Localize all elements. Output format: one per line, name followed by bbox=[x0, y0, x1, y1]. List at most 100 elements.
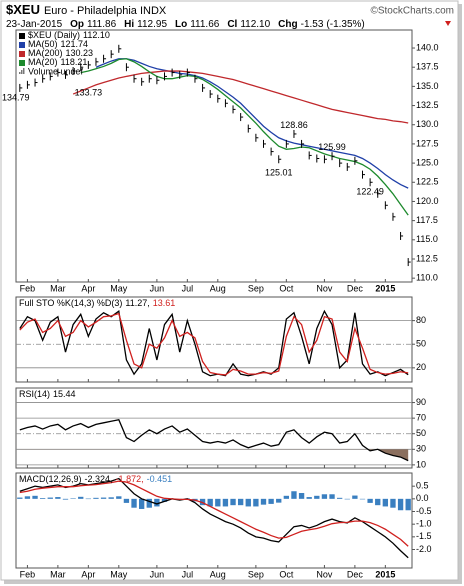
histogram-bar bbox=[93, 497, 99, 499]
price-bar bbox=[141, 77, 145, 86]
histogram-bar bbox=[62, 498, 69, 500]
credit: ©StockCharts.com bbox=[370, 6, 454, 17]
annotation: 134.79 bbox=[2, 92, 30, 102]
down-arrow bbox=[445, 21, 451, 26]
histogram-bar bbox=[123, 498, 130, 503]
price-bar bbox=[407, 258, 411, 267]
histogram-bar bbox=[344, 498, 350, 500]
price-bar bbox=[232, 105, 236, 114]
histogram-bar bbox=[298, 493, 305, 499]
legend-name: $XEU (Daily) bbox=[28, 30, 80, 40]
legend-value: 13.61 bbox=[153, 298, 176, 308]
volume-icon bbox=[19, 72, 21, 74]
quote-value: 112.10 bbox=[240, 19, 270, 30]
y-tick-label: 90 bbox=[416, 397, 426, 407]
annotation: 133.73 bbox=[75, 88, 103, 98]
histogram-bar bbox=[161, 498, 168, 502]
price-bar bbox=[42, 74, 46, 83]
price-bar bbox=[301, 139, 305, 148]
price-bar bbox=[255, 133, 259, 142]
price-bar bbox=[270, 147, 274, 156]
price-bar bbox=[65, 70, 68, 79]
histogram-bar bbox=[268, 498, 274, 504]
legend-value: 118.21 bbox=[61, 57, 88, 67]
price-bar bbox=[179, 70, 183, 79]
histogram-bar bbox=[276, 498, 282, 503]
x-tick-label: Apr bbox=[81, 283, 95, 293]
price-bar bbox=[26, 80, 30, 89]
x-tick-label: 2015 bbox=[375, 283, 395, 293]
y-tick-label: 132.5 bbox=[416, 100, 439, 110]
histogram-bar bbox=[154, 498, 160, 507]
price-bar bbox=[202, 83, 206, 92]
price-bar bbox=[72, 67, 76, 76]
histogram-bar bbox=[47, 497, 53, 499]
y-tick-label: 10 bbox=[416, 459, 426, 469]
y-tick-label: 122.5 bbox=[416, 177, 439, 187]
panel bbox=[15, 472, 413, 569]
legend-swatch bbox=[19, 51, 25, 57]
histogram-bar bbox=[245, 498, 251, 507]
panel-title: Full STO %K(14,3) %D(3) 11.27, 13.61 bbox=[19, 298, 175, 308]
volume-icon bbox=[23, 68, 25, 74]
y-tick-label: 0.0 bbox=[416, 493, 429, 503]
histogram-bar bbox=[70, 498, 76, 499]
quote-value: 111.66 bbox=[190, 19, 220, 30]
y-tick-label: 137.5 bbox=[416, 62, 439, 72]
quote-value: 111.86 bbox=[87, 19, 117, 30]
header-title: $XEU Euro - Philadelphia INDX bbox=[6, 2, 167, 17]
x-tick-label: May bbox=[110, 283, 128, 293]
annotation: 128.86 bbox=[280, 120, 308, 130]
price-bar bbox=[384, 201, 388, 210]
x-tick-label: Mar bbox=[50, 283, 66, 293]
series-line bbox=[19, 309, 409, 377]
histogram-bar bbox=[207, 498, 213, 507]
y-tick-label: 50 bbox=[416, 339, 426, 349]
legend-value: 11.27, bbox=[125, 298, 149, 308]
price-bar bbox=[80, 63, 84, 72]
price-bar bbox=[217, 94, 221, 103]
y-tick-label: 130.0 bbox=[416, 119, 439, 129]
instrument-name: Euro - Philadelphia INDX bbox=[44, 5, 167, 17]
series-line bbox=[80, 58, 409, 216]
quote-label: Op bbox=[70, 19, 84, 30]
histogram-bar bbox=[405, 498, 411, 511]
histogram-bar bbox=[131, 498, 137, 508]
quote-date: 23-Jan-2015 bbox=[6, 19, 63, 30]
series-line bbox=[19, 312, 409, 376]
legend-value: 130.23 bbox=[66, 48, 94, 58]
x-tick-label: 2015 bbox=[375, 569, 395, 579]
volume-icon bbox=[21, 70, 23, 74]
price-bar bbox=[392, 212, 396, 221]
legend-entry: Volume undef bbox=[28, 66, 84, 76]
x-tick-label: Jul bbox=[182, 283, 194, 293]
price-bar bbox=[377, 189, 381, 198]
histogram-bar bbox=[78, 496, 84, 499]
series-line bbox=[72, 70, 409, 124]
x-tick-label: Dec bbox=[347, 283, 364, 293]
quote-value: -1.53 bbox=[301, 19, 324, 30]
histogram-bar bbox=[138, 498, 145, 509]
x-tick-label: Jun bbox=[150, 283, 165, 293]
panel-title: RSI(14) 15.44 bbox=[19, 389, 76, 399]
y-tick-label: -1.5 bbox=[416, 531, 432, 541]
panel-title-text: MACD(12,26,9) bbox=[19, 474, 82, 484]
histogram-bar bbox=[116, 496, 122, 499]
y-tick-label: 0.5 bbox=[416, 481, 429, 491]
y-tick-label: 120.0 bbox=[416, 196, 439, 206]
legend-name: MA(20) bbox=[28, 57, 58, 67]
histogram-bar bbox=[253, 498, 259, 507]
histogram-bar bbox=[146, 498, 152, 508]
legend-swatch bbox=[19, 33, 25, 39]
legend-value: 112.10 bbox=[83, 30, 110, 40]
histogram-bar bbox=[55, 497, 61, 499]
legend-value: -1.872, bbox=[116, 474, 144, 484]
histogram-bar bbox=[352, 495, 358, 499]
price-bar bbox=[103, 54, 107, 63]
x-tick-label: Nov bbox=[316, 569, 333, 579]
x-tick-label: Sep bbox=[248, 283, 264, 293]
histogram-bar bbox=[329, 494, 335, 499]
quote-label: Cl bbox=[227, 19, 237, 30]
histogram-bar bbox=[85, 498, 92, 500]
y-tick-label: -2.0 bbox=[416, 544, 432, 554]
